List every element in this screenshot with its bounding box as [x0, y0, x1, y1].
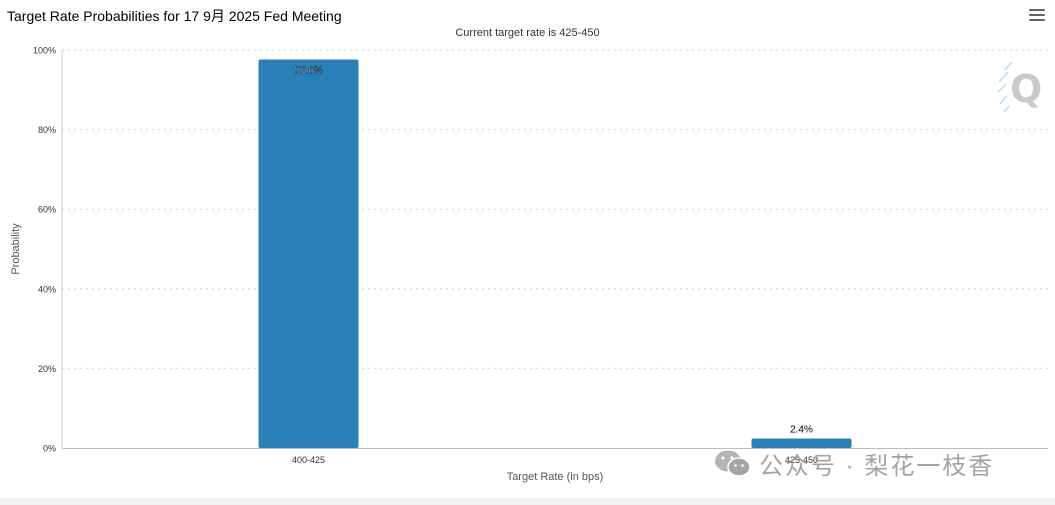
- wechat-icon: [715, 450, 751, 477]
- bar-value-label: 97.6%: [294, 66, 322, 77]
- y-tick-label: 0%: [43, 444, 56, 454]
- svg-text:Q: Q: [1010, 67, 1042, 111]
- y-axis-label: Probability: [10, 223, 22, 275]
- y-tick-label: 20%: [38, 364, 56, 374]
- bar: [751, 438, 852, 448]
- y-tick-label: 40%: [38, 284, 56, 294]
- x-tick-label: 400-425: [292, 455, 325, 465]
- chart-subtitle: Current target rate is 425-450: [455, 27, 600, 39]
- chart-title: Target Rate Probabilities for 17 9月 2025…: [7, 8, 342, 24]
- y-tick-label: 60%: [38, 205, 56, 215]
- q-logo-icon: Q: [997, 61, 1042, 113]
- x-tick-label: 425-450: [785, 455, 818, 465]
- wechat-watermark: 公众号 · 梨花一枝香: [713, 447, 1033, 480]
- hamburger-menu-icon[interactable]: [1029, 9, 1045, 23]
- y-tick-label: 80%: [38, 125, 56, 135]
- bar: [258, 59, 359, 448]
- wechat-account-name: 公众号 · 梨花一枝香: [759, 452, 995, 480]
- x-axis-label: Target Rate (in bps): [506, 471, 604, 483]
- bar-value-label: 2.4%: [790, 424, 813, 435]
- y-tick-label: 100%: [33, 46, 56, 56]
